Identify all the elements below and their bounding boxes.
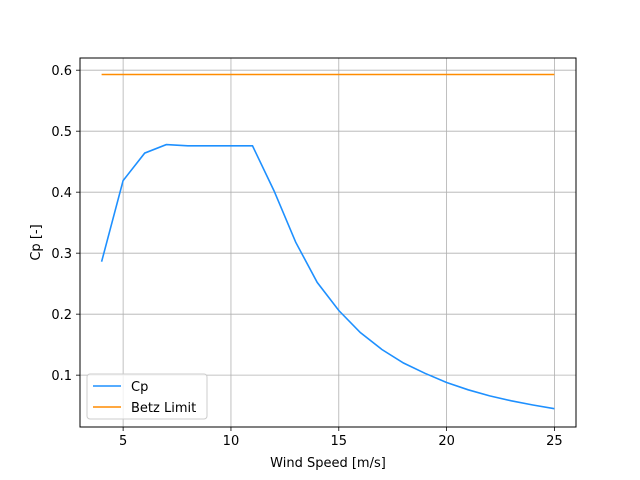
legend-label-betz-limit: Betz Limit [131,401,196,416]
y-tick-label: 0.3 [51,247,72,262]
legend-label-cp: Cp [131,380,148,395]
y-tick-label: 0.5 [51,125,72,140]
y-tick-label: 0.2 [51,308,72,323]
y-axis-label: Cp [-] [29,224,44,260]
x-tick-label: 15 [331,434,348,449]
x-tick-label: 25 [546,434,563,449]
y-tick-label: 0.4 [51,186,72,201]
y-tick-label: 0.1 [51,369,72,384]
x-tick-label: 20 [438,434,455,449]
ticks: 5 10 15 20 25 0.1 0.2 0.3 0.4 0.5 0.6 [51,64,562,449]
series-group [100,73,555,410]
x-tick-label: 10 [223,434,240,449]
plot-area-frame [79,57,577,428]
x-axis-label: Wind Speed [m/s] [270,456,386,471]
legend: Cp Betz Limit [86,373,208,420]
series-line-cp [100,143,555,410]
grid [80,58,576,427]
x-tick-label: 5 [119,434,127,449]
y-tick-label: 0.6 [51,64,72,79]
